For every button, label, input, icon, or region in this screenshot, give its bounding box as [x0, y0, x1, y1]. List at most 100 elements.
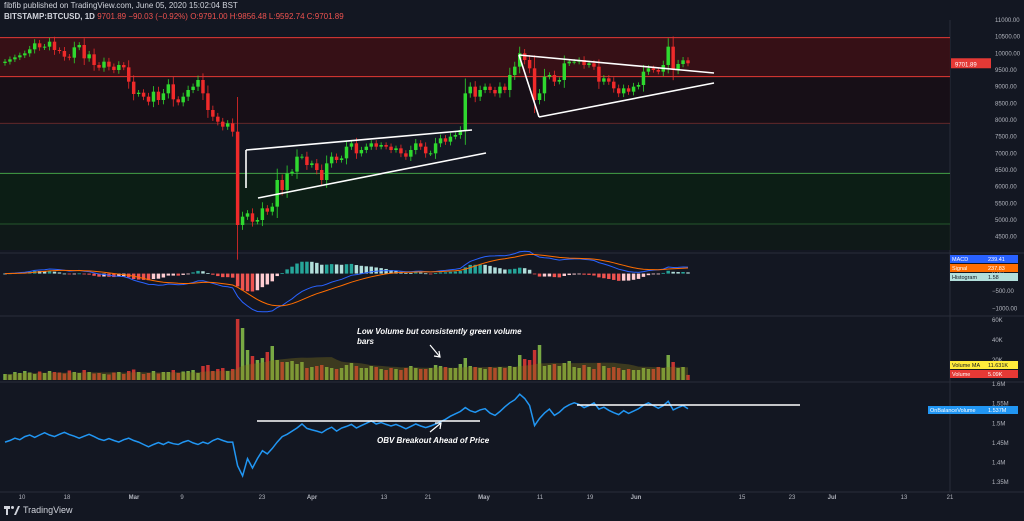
candle-body — [498, 86, 502, 94]
candle-body — [612, 81, 616, 89]
histogram-badge-value-bg — [986, 273, 1018, 281]
signal-badge-value-bg — [986, 264, 1018, 272]
time-tick-label: 23 — [789, 495, 796, 501]
macd-histogram-bar — [146, 273, 151, 281]
candle-body — [463, 93, 468, 130]
macd-histogram-bar — [676, 272, 680, 274]
candle-body — [8, 59, 12, 62]
macd-histogram-bar — [572, 273, 576, 275]
volume-bar — [631, 370, 636, 380]
macd-histogram-bar — [315, 262, 319, 274]
macd-histogram-bar — [621, 273, 626, 281]
candle-body — [681, 60, 685, 64]
volume-bar — [13, 372, 17, 380]
volume-bar — [493, 368, 497, 380]
candle-body — [414, 143, 418, 150]
candle-body — [62, 51, 67, 57]
price-axis[interactable]: 4500.00 5000.00 5500.00 6000.00 6500.00 7000.… — [951, 18, 1021, 486]
macd-histogram-bar — [235, 273, 240, 287]
candle-body — [419, 143, 423, 147]
candle-body — [146, 96, 151, 102]
volume-bar — [641, 368, 646, 380]
symbol-name[interactable]: BITSTAMP:BTCUSD, 1D — [4, 12, 95, 21]
macd-histogram-bar — [369, 266, 373, 274]
trendlines — [245, 54, 715, 199]
candle-body — [483, 86, 487, 90]
volume-bar — [92, 373, 96, 380]
macd-badge-name: MACD — [952, 257, 968, 263]
time-axis[interactable]: 10 18 Mar 9 23 Apr 13 21 May 11 19 Jun 15 23 Jul 13 21 — [19, 495, 954, 501]
macd-histogram-bar — [52, 271, 57, 274]
macd-histogram-bar — [141, 273, 146, 280]
volume-bar — [399, 370, 403, 380]
volume-bar — [364, 368, 369, 380]
macd-histogram-bar — [513, 268, 517, 274]
macd-histogram-bar — [151, 273, 156, 280]
volume-bar — [522, 359, 527, 380]
macd-histogram-bar — [112, 273, 116, 278]
macd-histogram-bar — [255, 273, 260, 291]
macd-histogram-bar — [285, 269, 289, 274]
histogram-badge: Histogram 1.58 — [950, 273, 1018, 281]
macd-histogram-bar — [364, 266, 369, 274]
candle-body — [443, 138, 448, 142]
obv-arrow-head — [435, 422, 442, 430]
publish-info: fibfib published on TradingView.com, Jun… — [4, 1, 238, 10]
candle-body — [23, 53, 27, 56]
candle-body — [255, 220, 260, 222]
signal-badge-name-bg — [950, 264, 986, 272]
macd-histogram-bar — [414, 272, 418, 274]
volume-bar — [557, 366, 562, 380]
volume-bar — [483, 369, 487, 380]
volume-bar — [8, 374, 12, 380]
candle-body — [488, 86, 492, 90]
candle-body — [176, 99, 180, 103]
volume-bar — [572, 367, 576, 380]
macd-histogram-bar — [458, 271, 463, 274]
macd-histogram-bar — [196, 270, 200, 274]
volume-bar — [651, 369, 656, 380]
time-tick-label: 9 — [180, 495, 184, 501]
brand-name: TradingView — [23, 505, 73, 515]
macd-histogram-bar — [374, 267, 378, 274]
volume-bar — [166, 372, 171, 380]
time-tick-label: Mar — [129, 495, 140, 501]
macd-histogram-bar — [562, 273, 567, 276]
macd-histogram-bar — [275, 273, 279, 277]
tradingview-logo[interactable]: TradingView — [4, 505, 73, 515]
candle-body — [557, 80, 562, 82]
volume-bar — [275, 360, 279, 380]
time-tick-label: 11 — [537, 495, 544, 501]
macd-histogram-bar — [433, 273, 438, 275]
volume-bar — [270, 346, 274, 380]
macd-histogram-bar — [463, 267, 468, 274]
candle-body — [196, 80, 200, 87]
candle-body — [166, 84, 171, 94]
candle-body — [458, 130, 463, 135]
obv-badge-value-bg — [986, 406, 1018, 414]
signal-badge: Signal 237.83 — [950, 264, 1018, 272]
volume-bar — [428, 368, 433, 380]
candle-body — [641, 71, 646, 85]
candle-body — [409, 150, 413, 157]
candle-body — [597, 66, 601, 82]
histogram-badge-name-bg — [950, 273, 986, 281]
macd-histogram-bar — [453, 271, 458, 274]
candle-body — [448, 136, 453, 142]
candle-body — [428, 153, 433, 155]
time-tick-label: May — [478, 495, 490, 501]
trendline — [518, 54, 540, 118]
price-tick-label: 7000.00 — [995, 151, 1017, 157]
candle-body — [107, 61, 111, 67]
candle-body — [399, 148, 403, 154]
macd-histogram-bar — [671, 271, 675, 274]
candle-body — [349, 143, 354, 147]
macd-histogram-bar — [201, 271, 205, 274]
candle-body — [517, 53, 522, 67]
candle-body — [453, 135, 458, 137]
macd-histogram-bar — [666, 270, 670, 274]
volume-bar — [72, 372, 77, 380]
candle-body — [384, 145, 388, 147]
candle-body — [374, 143, 378, 147]
